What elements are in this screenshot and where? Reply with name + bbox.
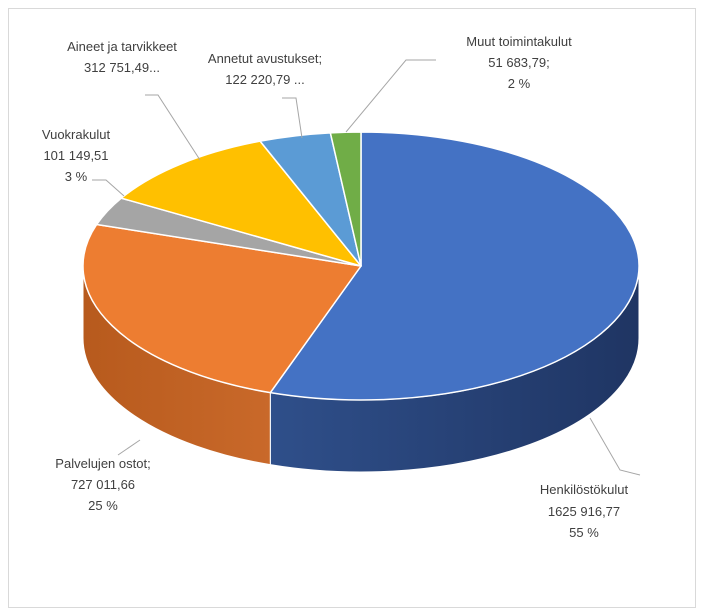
label-aineet-name: Aineet ja tarvikkeet [67, 39, 177, 54]
leader-line-palvelujen-ostot [117, 439, 141, 456]
label-palvelujen-ostot-value: 727 011,66 [71, 477, 135, 492]
label-muut-name: Muut toimintakulut [466, 34, 572, 49]
label-henkilostokulut-percent: 55 % [569, 525, 599, 540]
pie-tops [82, 131, 640, 401]
label-palvelujen-ostot-percent: 25 % [88, 498, 118, 513]
label-muut-value: 51 683,79; [488, 55, 549, 70]
leader-line-aineet [145, 94, 201, 161]
label-henkilostokulut-name: Henkilöstökulut [540, 482, 629, 497]
pie-slice-palvelujen-ostot [82, 223, 362, 394]
pie-slice-muut-toimintakulut [329, 131, 362, 267]
label-annetut-value: 122 220,79 ... [225, 72, 305, 87]
pie-slice-henkilostokulut [269, 131, 640, 401]
label-henkilostokulut-value: 1625 916,77 [548, 504, 620, 519]
label-vuokrakulut-name: Vuokrakulut [42, 127, 111, 142]
pie-slice-aineet-ja-tarvikkeet [120, 140, 362, 267]
label-vuokrakulut-value: 101 149,51 [43, 148, 108, 163]
leader-line-henkilostokulut [589, 417, 641, 476]
label-palvelujen-ostot-name: Palvelujen ostot; [55, 456, 150, 471]
leader-line-muut [345, 59, 436, 133]
label-vuokrakulut-percent: 3 % [65, 169, 88, 184]
label-annetut-name: Annetut avustukset; [208, 51, 322, 66]
label-aineet-value: 312 751,49... [84, 60, 160, 75]
label-muut-percent: 2 % [508, 76, 531, 91]
leader-line-vuokrakulut [92, 179, 125, 197]
leader-lines [92, 59, 641, 476]
leader-line-annetut [282, 97, 303, 139]
